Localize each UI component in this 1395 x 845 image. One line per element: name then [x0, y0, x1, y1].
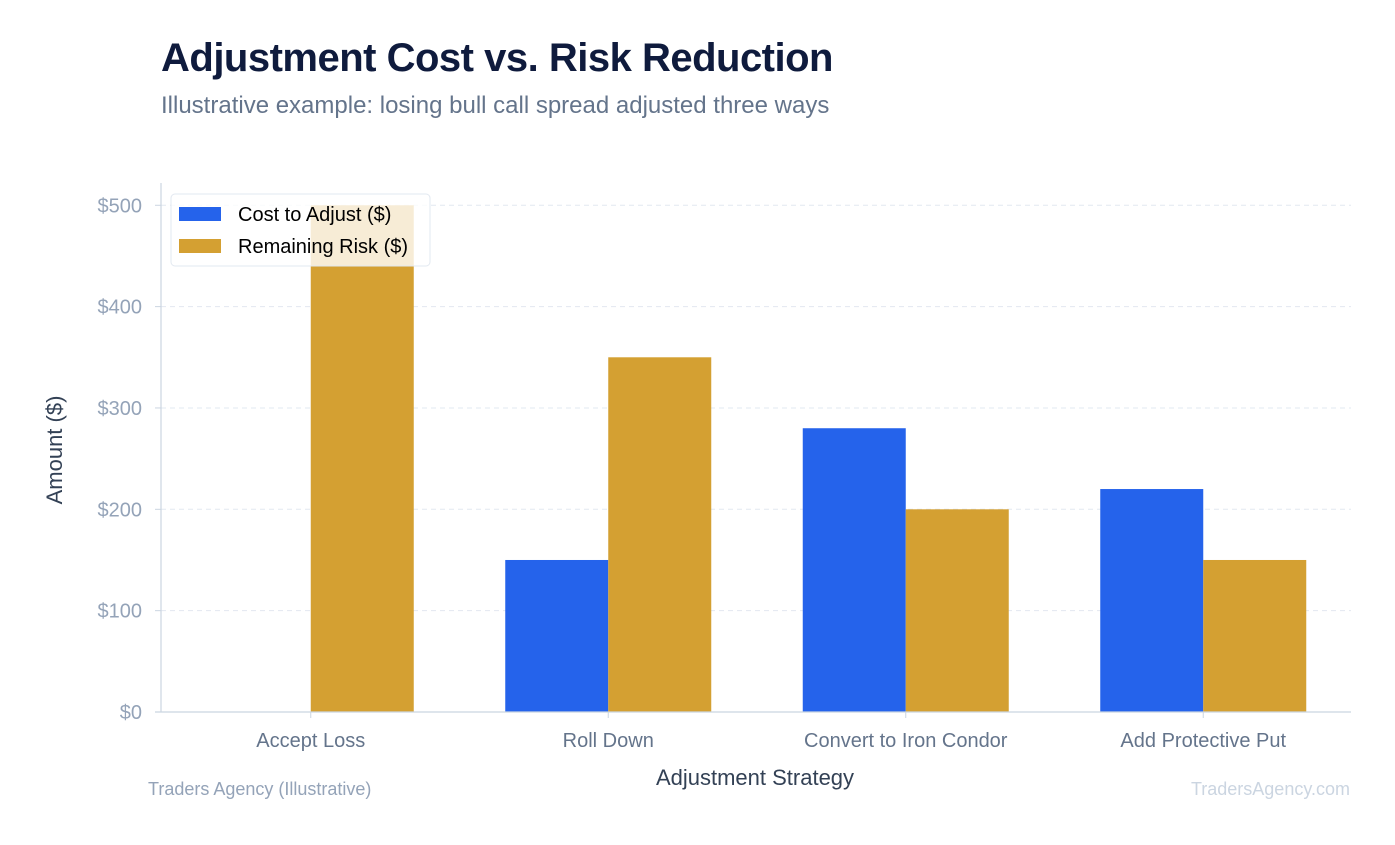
x-tick-label: Convert to Iron Condor [804, 730, 1008, 752]
x-tick-label: Add Protective Put [1120, 730, 1286, 752]
x-axis-title: Adjustment Strategy [656, 765, 854, 790]
bar-remaining-risk [1203, 559, 1307, 712]
legend-label: Cost to Adjust ($) [238, 204, 391, 226]
legend-label: Remaining Risk ($) [238, 236, 408, 258]
x-tick-label: Accept Loss [256, 730, 365, 752]
y-tick-label: $400 [98, 297, 143, 319]
legend-swatch [179, 207, 221, 221]
bar-cost-to-adjust [505, 559, 609, 712]
x-tick-label: Roll Down [563, 730, 654, 752]
chart-subtitle: Illustrative example: losing bull call s… [161, 92, 830, 119]
axes [155, 183, 1351, 718]
legend-swatch [179, 239, 221, 253]
y-tick-labels: $0 $100 $200 $300 $400 $500 [98, 195, 143, 724]
y-tick-label: $100 [98, 601, 143, 623]
watermark: TradersAgency.com [1190, 779, 1350, 799]
y-tick-label: $200 [98, 499, 143, 521]
y-axis-title: Amount ($) [42, 396, 67, 505]
source-note: Traders Agency (Illustrative) [148, 779, 372, 799]
x-tick-labels: Accept Loss Roll Down Convert to Iron Cond… [256, 730, 1286, 752]
legend-box [170, 193, 431, 267]
bar-cost-to-adjust [1100, 489, 1204, 712]
y-tick-label: $0 [120, 702, 142, 724]
y-tick-label: $500 [98, 195, 143, 217]
chart-title: Adjustment Cost vs. Risk Reduction [161, 36, 833, 80]
legend: Cost to Adjust ($) Remaining Risk ($) [170, 193, 431, 267]
bar-remaining-risk [905, 509, 1009, 712]
bar-remaining-risk [608, 357, 712, 712]
bars [310, 205, 1307, 712]
bar-cost-to-adjust [802, 428, 906, 712]
bar-remaining-risk [310, 205, 414, 712]
y-tick-label: $300 [98, 398, 143, 420]
